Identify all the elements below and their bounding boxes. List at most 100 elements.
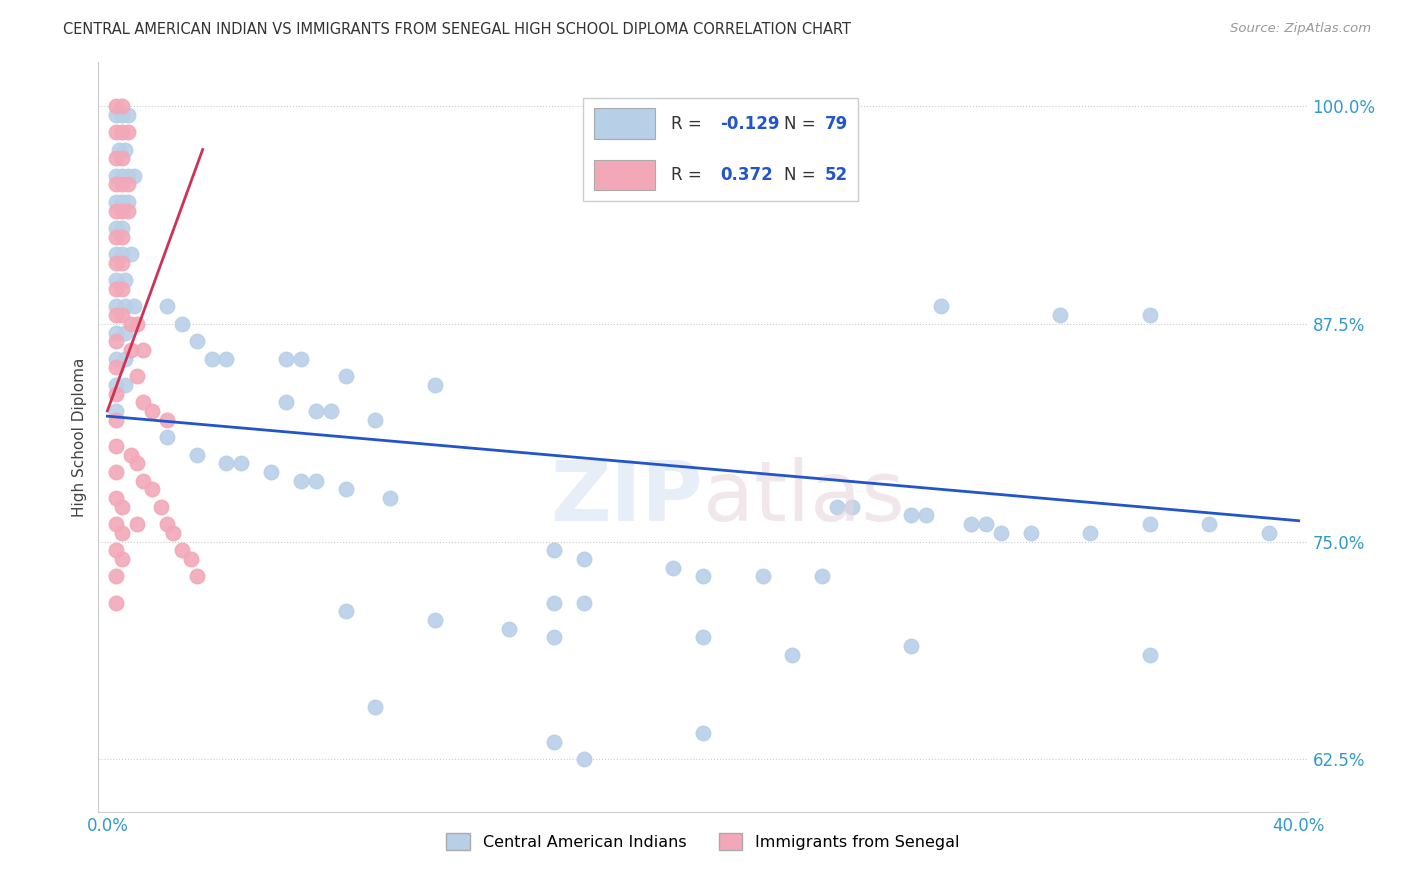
Point <box>105 360 128 375</box>
Point <box>105 178 128 192</box>
Point <box>114 273 136 287</box>
Point <box>105 596 128 610</box>
Point <box>1078 525 1101 540</box>
Point <box>929 299 952 313</box>
Point <box>141 483 163 497</box>
Point <box>127 317 149 331</box>
Point <box>105 351 128 366</box>
Text: atlas: atlas <box>703 457 904 538</box>
Point <box>274 395 297 409</box>
Point <box>111 221 134 235</box>
Point <box>105 569 128 583</box>
Point <box>290 474 312 488</box>
Point <box>111 99 134 113</box>
Point <box>156 412 179 426</box>
Point <box>186 334 208 349</box>
Point <box>105 404 128 418</box>
Bar <box>595 160 655 190</box>
Point <box>111 229 134 244</box>
Point <box>122 299 145 313</box>
Point <box>692 569 714 583</box>
Point <box>105 169 128 183</box>
Point <box>127 517 149 532</box>
Point <box>105 108 128 122</box>
Point <box>105 229 128 244</box>
Point <box>105 99 128 113</box>
Point <box>111 525 134 540</box>
Point <box>117 125 139 139</box>
Point <box>114 377 136 392</box>
Point <box>105 125 128 139</box>
Point <box>120 247 142 261</box>
Point <box>111 169 134 183</box>
Point <box>120 343 142 357</box>
Point <box>290 351 312 366</box>
Point <box>105 543 128 558</box>
Y-axis label: High School Diploma: High School Diploma <box>72 358 87 516</box>
Point <box>105 308 128 322</box>
Point <box>1019 525 1042 540</box>
Point <box>120 448 142 462</box>
Point <box>170 543 193 558</box>
Point <box>180 552 202 566</box>
Point <box>498 622 520 636</box>
Point <box>105 299 128 313</box>
Point <box>900 639 922 653</box>
Point <box>105 194 128 209</box>
Point <box>141 404 163 418</box>
Text: N =: N = <box>783 166 821 184</box>
Point <box>335 604 357 618</box>
Point <box>105 247 128 261</box>
Point <box>841 500 863 514</box>
Point <box>380 491 402 505</box>
Text: 0.372: 0.372 <box>721 166 773 184</box>
Point <box>111 125 134 139</box>
Point <box>156 430 179 444</box>
Point <box>811 569 834 583</box>
Point <box>108 143 131 157</box>
Point <box>215 351 238 366</box>
Point <box>111 247 134 261</box>
Point <box>105 221 128 235</box>
Point <box>105 491 128 505</box>
Point <box>156 517 179 532</box>
Point <box>120 317 142 331</box>
Point <box>960 517 983 532</box>
Point <box>117 194 139 209</box>
Point <box>572 596 595 610</box>
Text: R =: R = <box>671 166 707 184</box>
Point <box>117 203 139 218</box>
Point <box>111 108 134 122</box>
Point <box>105 377 128 392</box>
Point <box>117 169 139 183</box>
Point <box>751 569 773 583</box>
Point <box>186 569 208 583</box>
Point <box>111 308 134 322</box>
Point <box>105 386 128 401</box>
Bar <box>595 108 655 139</box>
Point <box>132 474 155 488</box>
Point <box>105 326 128 340</box>
Point <box>105 273 128 287</box>
Point <box>105 439 128 453</box>
Text: -0.129: -0.129 <box>721 115 780 133</box>
Point <box>215 456 238 470</box>
Point <box>127 369 149 384</box>
Point <box>543 543 565 558</box>
Point <box>105 465 128 479</box>
Point <box>543 631 565 645</box>
Point <box>122 169 145 183</box>
Point <box>305 474 328 488</box>
Point <box>156 299 179 313</box>
Point <box>170 317 193 331</box>
Point <box>782 648 804 662</box>
Point <box>825 500 848 514</box>
Point <box>543 735 565 749</box>
Point <box>132 343 155 357</box>
Point <box>1049 308 1071 322</box>
Point <box>200 351 222 366</box>
Legend: Central American Indians, Immigrants from Senegal: Central American Indians, Immigrants fro… <box>440 827 966 856</box>
Point <box>111 282 134 296</box>
Text: R =: R = <box>671 115 707 133</box>
Point <box>1139 308 1161 322</box>
